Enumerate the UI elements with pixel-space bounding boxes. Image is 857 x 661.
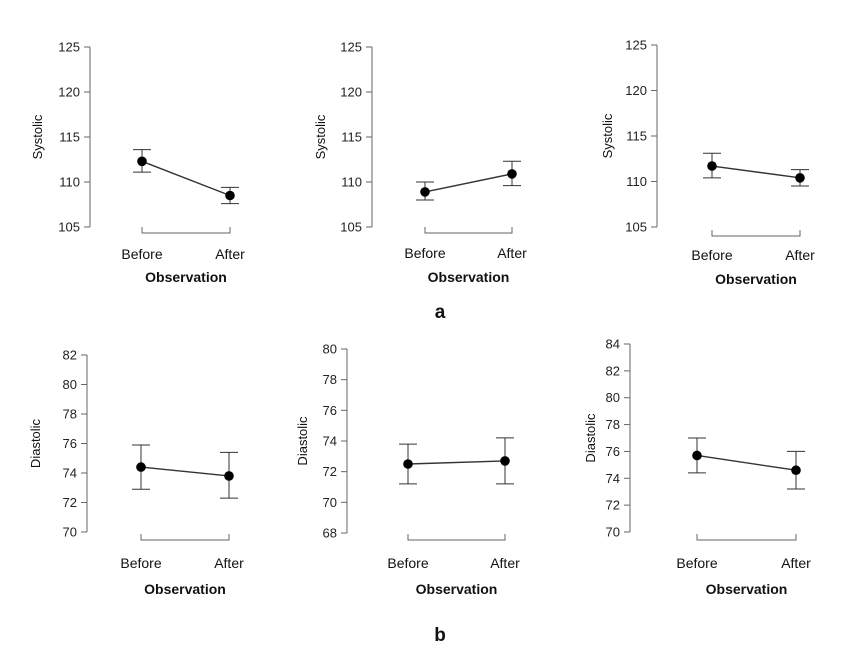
x-axis-title: Observation <box>715 271 797 287</box>
y-tick-label: 115 <box>59 130 80 145</box>
x-tick-label-after: After <box>490 555 520 571</box>
y-tick-label: 120 <box>625 83 647 98</box>
data-point-before <box>136 462 146 472</box>
data-point-after <box>795 173 805 183</box>
y-tick-label: 120 <box>58 85 80 100</box>
x-axis-title: Observation <box>416 581 498 597</box>
x-axis-line <box>141 227 231 234</box>
y-tick-label: 70 <box>323 495 337 510</box>
x-tick-label-before: Before <box>404 245 445 261</box>
data-point-before <box>403 459 413 469</box>
y-tick-label: 80 <box>63 377 77 392</box>
y-tick-label: 125 <box>58 40 80 55</box>
x-axis-line <box>711 230 801 237</box>
y-tick-label: 76 <box>323 403 337 418</box>
series-line <box>696 454 797 471</box>
y-tick-label: 105 <box>340 220 362 235</box>
y-tick-label: 72 <box>323 464 337 479</box>
series-line <box>407 460 506 465</box>
series-line <box>141 160 231 197</box>
y-tick-label: 72 <box>606 498 620 513</box>
x-tick-label-after: After <box>214 555 244 571</box>
x-tick-label-before: Before <box>691 247 732 263</box>
y-tick-label: 110 <box>341 175 362 190</box>
chart-panel-2: 105 110 115 120 125 Systolic Before After Observ… <box>313 40 527 286</box>
y-tick-label: 78 <box>63 407 77 422</box>
data-point-after <box>225 190 235 201</box>
series-line <box>711 165 801 179</box>
data-point-before <box>692 450 702 461</box>
x-tick-label-after: After <box>497 245 527 261</box>
y-tick-label: 115 <box>341 130 362 145</box>
y-tick-label: 82 <box>606 363 620 378</box>
y-tick-label: 74 <box>323 434 337 449</box>
y-tick-label: 115 <box>626 129 647 144</box>
x-axis-line <box>140 534 230 541</box>
x-tick-label-before: Before <box>121 246 162 262</box>
y-tick-label: 78 <box>606 417 620 432</box>
series-line <box>140 466 230 477</box>
panel-label-a: a <box>435 302 446 323</box>
y-tick-label: 76 <box>606 444 620 459</box>
data-point-after <box>791 465 801 476</box>
x-axis-title: Observation <box>145 269 227 285</box>
y-tick-label: 76 <box>63 436 77 451</box>
x-tick-label-after: After <box>785 247 815 263</box>
y-tick-label: 110 <box>59 175 80 190</box>
y-tick-label: 74 <box>63 466 77 481</box>
x-tick-label-before: Before <box>387 555 428 571</box>
x-tick-label-after: After <box>215 246 245 262</box>
y-tick-label: 125 <box>340 40 362 55</box>
y-tick-label: 125 <box>625 38 647 53</box>
data-point-before <box>707 161 717 171</box>
x-axis-line <box>424 227 513 234</box>
y-tick-label: 78 <box>323 372 337 387</box>
chart-panel-6: 70 72 74 76 78 80 82 84 Diastolic Before After Obse… <box>583 337 811 598</box>
x-axis-line <box>696 534 797 541</box>
data-point-before <box>137 156 147 167</box>
data-point-after <box>224 471 234 481</box>
y-tick-label: 72 <box>63 495 77 510</box>
y-tick-label: 84 <box>606 337 620 352</box>
y-tick-label: 74 <box>606 471 620 486</box>
y-tick-label: 70 <box>606 525 620 540</box>
x-tick-label-before: Before <box>676 555 717 571</box>
y-axis-title: Diastolic <box>583 413 598 463</box>
y-tick-label: 80 <box>323 342 337 357</box>
x-axis-line <box>407 534 506 541</box>
y-tick-label: 110 <box>626 174 647 189</box>
x-tick-label-after: After <box>781 555 811 571</box>
y-tick-label: 82 <box>63 348 77 363</box>
chart-panel-1: 105 110 115 120 125 Systolic Before After Observ… <box>30 40 245 286</box>
y-axis-title: Diastolic <box>295 416 310 466</box>
y-tick-label: 105 <box>58 220 80 235</box>
y-axis-title: Systolic <box>313 114 328 159</box>
data-point-after <box>500 456 510 466</box>
y-tick-label: 80 <box>606 390 620 405</box>
chart-panel-3: 105 110 115 120 125 Systolic Before After Observ… <box>600 38 815 288</box>
y-tick-label: 68 <box>323 526 337 541</box>
series-line <box>424 173 513 193</box>
y-axis-title: Diastolic <box>28 418 43 468</box>
y-axis-title: Systolic <box>600 113 615 158</box>
panel-label-b: b <box>434 625 446 646</box>
x-axis-title: Observation <box>144 581 226 597</box>
chart-panel-4: 70 72 74 76 78 80 82 Diastolic Before After Observ… <box>28 348 244 598</box>
y-tick-label: 105 <box>625 220 647 235</box>
y-tick-label: 70 <box>63 525 77 540</box>
chart-panel-5: 68 70 72 74 76 78 80 Diastolic Before After Observ… <box>295 342 520 598</box>
x-tick-label-before: Before <box>120 555 161 571</box>
data-point-after <box>507 169 517 179</box>
x-axis-title: Observation <box>428 269 510 285</box>
y-tick-label: 120 <box>340 85 362 100</box>
data-point-before <box>420 187 430 197</box>
x-axis-title: Observation <box>706 581 788 597</box>
y-axis-title: Systolic <box>30 114 45 159</box>
